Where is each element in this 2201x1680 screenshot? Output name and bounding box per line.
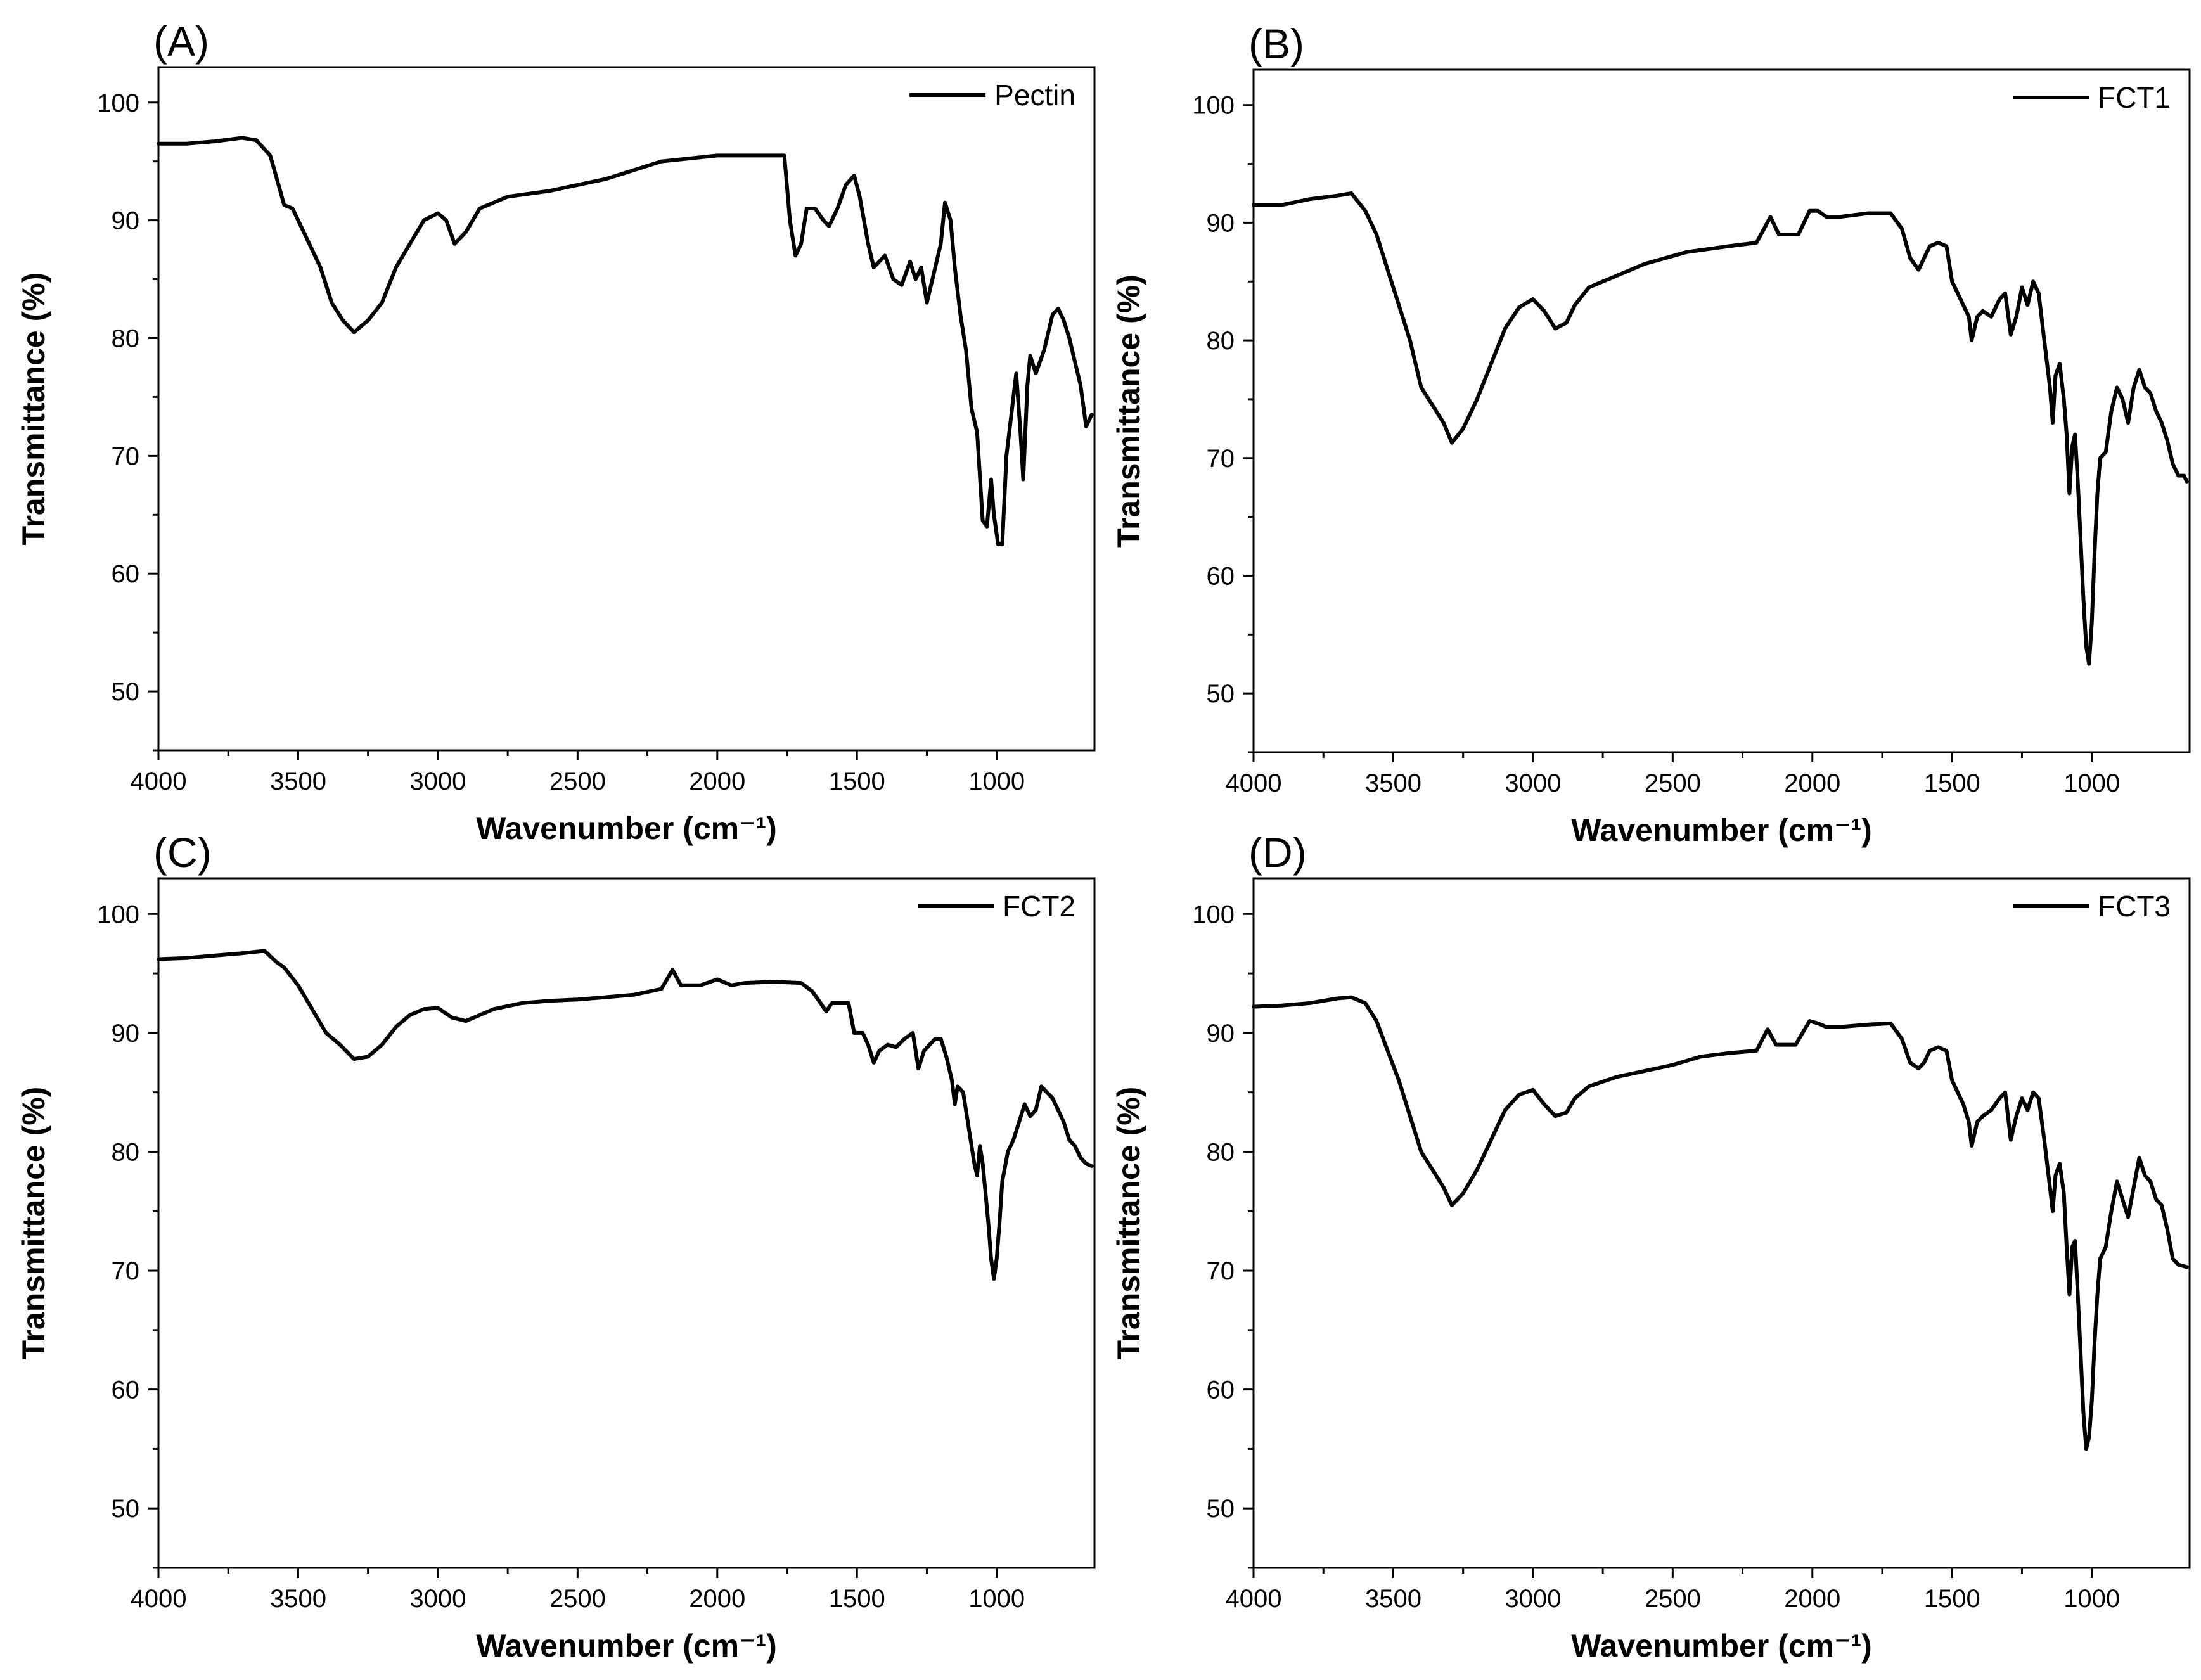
x-tick-label: 4000 (131, 1585, 187, 1613)
y-tick-label: 70 (1207, 1257, 1235, 1285)
x-axis-title: Wavenumber (cm⁻¹) (476, 811, 777, 846)
y-tick-label: 60 (1207, 1376, 1235, 1404)
y-axis-title: Transmittance (%) (1111, 274, 1146, 548)
y-tick-label: 100 (97, 89, 139, 117)
x-tick-label: 3500 (1365, 1585, 1421, 1613)
y-tick-label: 70 (1207, 445, 1235, 473)
legend-label: FCT3 (2098, 890, 2171, 923)
y-tick-label: 50 (1207, 1495, 1235, 1523)
panel-label: (B) (1248, 20, 1304, 67)
x-tick-label: 2500 (1645, 769, 1701, 797)
y-tick-label: 80 (112, 324, 140, 352)
y-tick-label: 80 (1207, 327, 1235, 355)
x-tick-label: 1000 (2063, 1585, 2120, 1613)
y-tick-label: 70 (112, 1257, 140, 1285)
y-tick-label: 50 (112, 678, 140, 706)
y-tick-label: 90 (1207, 209, 1235, 237)
x-tick-label: 4000 (1226, 1585, 1282, 1613)
x-tick-label: 3000 (1505, 1585, 1561, 1613)
y-tick-label: 100 (1192, 901, 1235, 928)
y-tick-label: 50 (112, 1495, 140, 1523)
y-tick-label: 90 (1207, 1020, 1235, 1048)
panel-label: (A) (153, 18, 209, 65)
x-tick-label: 3500 (1365, 769, 1421, 797)
x-tick-label: 3000 (409, 1585, 466, 1613)
x-tick-label: 2000 (1784, 1585, 1840, 1613)
x-axis-title: Wavenumber (cm⁻¹) (476, 1628, 777, 1664)
x-tick-label: 2000 (1784, 769, 1840, 797)
chart-panel: (D) 4000 3500 3000 2500 2000 1500 1000 50 60 70 80 9… (1111, 829, 2191, 1664)
y-tick-label: 70 (112, 442, 140, 470)
legend-label: FCT2 (1003, 890, 1075, 923)
legend-label: Pectin (994, 79, 1075, 112)
x-tick-label: 1000 (968, 1585, 1025, 1613)
x-tick-label: 3000 (1505, 769, 1561, 797)
y-tick-label: 100 (1192, 92, 1235, 120)
spectrum-line (157, 136, 1094, 546)
y-tick-label: 90 (112, 207, 140, 235)
x-tick-label: 3000 (409, 767, 466, 795)
x-tick-label: 2500 (549, 767, 606, 795)
x-tick-label: 4000 (131, 767, 187, 795)
x-tick-label: 1000 (968, 767, 1025, 795)
x-tick-label: 1500 (1924, 1585, 1980, 1613)
x-tick-label: 2000 (689, 1585, 745, 1613)
x-tick-label: 1500 (1924, 769, 1980, 797)
chart-panel: (C) 4000 3500 3000 2500 2000 1500 1000 50 60 70 80 9… (16, 829, 1096, 1664)
y-tick-label: 60 (1207, 562, 1235, 590)
panel-label: (D) (1248, 829, 1307, 876)
spectrum-line (157, 949, 1094, 1281)
y-axis-title: Transmittance (%) (16, 273, 51, 546)
x-axis-title: Wavenumber (cm⁻¹) (1571, 1628, 1872, 1664)
x-tick-label: 1500 (829, 767, 885, 795)
x-tick-label: 2000 (689, 767, 745, 795)
panel-label: (C) (153, 829, 212, 876)
y-tick-label: 100 (97, 901, 139, 928)
plot-frame (1252, 877, 2191, 1569)
y-tick-label: 80 (1207, 1138, 1235, 1166)
y-tick-label: 90 (112, 1020, 140, 1048)
plot-frame (157, 66, 1096, 752)
y-axis-title: Transmittance (%) (16, 1087, 51, 1360)
y-tick-label: 80 (112, 1138, 140, 1166)
plot-frame (157, 877, 1096, 1569)
legend-label: FCT1 (2098, 81, 2171, 114)
chart-panel: (A) 4000 3500 3000 2500 2000 1500 1000 50 60 70 80 9… (16, 18, 1096, 846)
y-tick-label: 50 (1207, 680, 1235, 708)
y-axis-title: Transmittance (%) (1111, 1087, 1146, 1360)
chart-panel: (B) 4000 3500 3000 2500 2000 1500 1000 50 60 70 80 9… (1111, 20, 2191, 848)
x-tick-label: 1000 (2063, 769, 2120, 797)
x-tick-label: 3500 (270, 1585, 326, 1613)
x-axis-title: Wavenumber (cm⁻¹) (1571, 812, 1872, 848)
x-tick-label: 1500 (829, 1585, 885, 1613)
x-tick-label: 2500 (549, 1585, 606, 1613)
spectrum-line (1252, 191, 2189, 666)
x-tick-label: 4000 (1226, 769, 1282, 797)
y-tick-label: 60 (112, 1376, 140, 1404)
x-tick-label: 2500 (1645, 1585, 1701, 1613)
x-tick-label: 3500 (270, 767, 326, 795)
spectrum-line (1252, 995, 2189, 1451)
plot-frame (1252, 68, 2191, 753)
y-tick-label: 60 (112, 560, 140, 588)
